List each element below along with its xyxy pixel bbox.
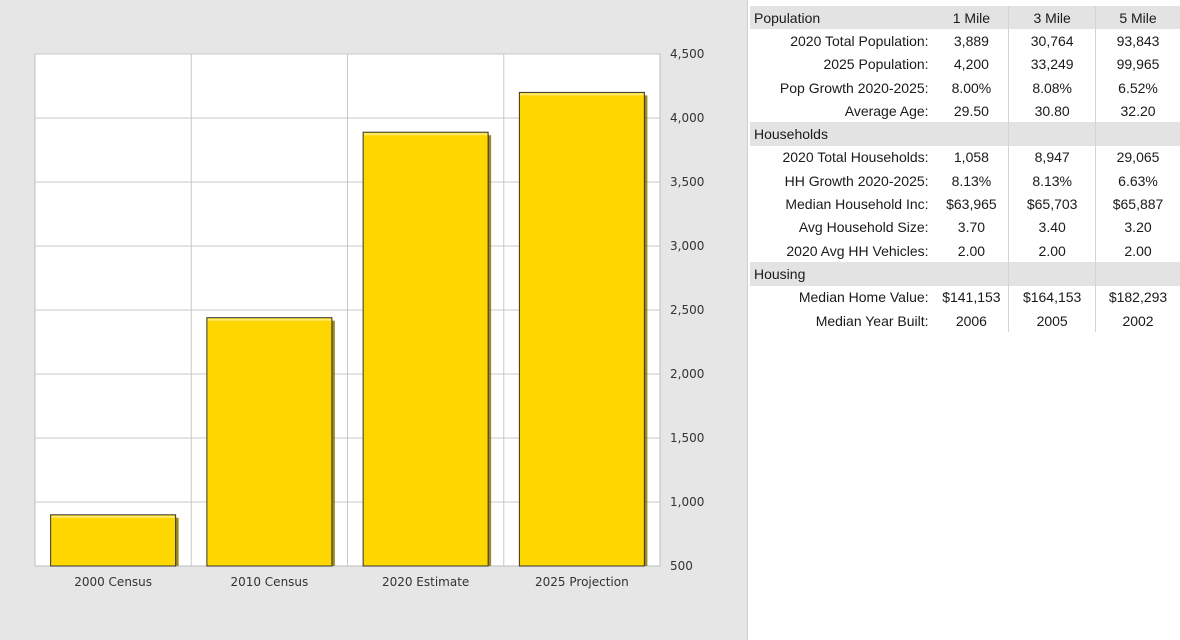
column-header: [1095, 122, 1180, 146]
row-value: 4,200: [953, 56, 989, 73]
section-title: Households: [750, 122, 935, 146]
row-value: 3.20: [1095, 215, 1180, 239]
y-tick-label: 1,000: [670, 495, 704, 509]
bar: [50, 514, 177, 567]
row-value: $65,703: [1008, 192, 1096, 216]
table-row: 2020 Total Households: 1,058 8,947 29,065: [750, 145, 1180, 170]
row-value: 8,947: [1008, 145, 1096, 170]
table-row: 2020 Total Population: 3,889 30,764 93,843: [750, 29, 1180, 53]
column-header: 3 Mile: [1008, 6, 1096, 30]
row-value: 8.00%: [951, 79, 992, 96]
table-row: 2025 Population: 4,200 33,249 99,965: [750, 52, 1180, 76]
row-value: 32.20: [1095, 99, 1180, 123]
row-value: 30.80: [1008, 99, 1096, 123]
row-value: 3.70: [957, 219, 986, 236]
bar-highlight: [520, 93, 644, 96]
section-title: Population: [750, 6, 935, 30]
row-value: 8.08%: [1008, 75, 1096, 100]
y-tick-label: 500: [670, 559, 693, 573]
table-row: Pop Growth 2020-2025: 8.00% 8.08% 6.52%: [750, 75, 1180, 100]
row-label: Pop Growth 2020-2025:: [779, 79, 929, 96]
row-value: 3,889: [953, 32, 989, 49]
row-value: 8.13%: [1008, 169, 1096, 193]
row-value: $141,153: [942, 289, 1001, 306]
row-value: 2006: [955, 312, 987, 329]
row-value: 93,843: [1095, 29, 1180, 53]
bar: [518, 91, 645, 567]
row-value: 8.13%: [951, 172, 992, 189]
row-value: 2.00: [957, 242, 986, 259]
bar-highlight: [51, 515, 175, 518]
y-tick-label: 3,500: [670, 175, 704, 189]
row-value: 1,058: [953, 149, 989, 166]
column-header: 1 Mile: [934, 6, 1009, 30]
x-category-label: 2010 Census: [230, 575, 308, 589]
row-value: 2.00: [1008, 238, 1096, 263]
y-tick-label: 1,500: [670, 431, 704, 445]
row-value: 30,764: [1008, 29, 1096, 53]
row-value: $65,887: [1095, 192, 1180, 216]
table-row: Median Home Value: $141,153 $164,153 $182,2…: [750, 285, 1180, 309]
section-header-population: Population 1 Mile 3 Mile 5 Mile: [750, 6, 1180, 30]
row-value: 2002: [1095, 308, 1180, 333]
row-value: $182,293: [1095, 285, 1180, 309]
column-header: [1008, 122, 1096, 146]
row-value: $164,153: [1008, 285, 1096, 309]
bar: [206, 317, 333, 567]
row-value: 2005: [1008, 308, 1096, 333]
bar: [362, 131, 489, 567]
row-label: Avg Household Size:: [798, 219, 929, 236]
row-value: 29.50: [953, 102, 989, 119]
row-label: Median Year Built:: [815, 312, 929, 329]
row-label: 2020 Avg HH Vehicles:: [786, 242, 929, 259]
table-row: Median Household Inc: $63,965 $65,703 $65,8…: [750, 192, 1180, 216]
row-value: 29,065: [1095, 145, 1180, 170]
x-category-label: 2020 Estimate: [382, 575, 469, 589]
population-bar-chart: 4,500 4,000 3,500 3,000 2,500 2,000 1,500 1,000…: [34, 47, 704, 589]
table-row: Average Age: 29.50 30.80 32.20: [750, 99, 1180, 123]
demographics-table-body: Population 1 Mile 3 Mile 5 Mile 2020 Total P…: [750, 6, 1180, 333]
row-label: Average Age:: [844, 102, 929, 119]
x-category-label: 2025 Projection: [535, 575, 629, 589]
y-tick-label: 2,500: [670, 303, 704, 317]
section-title: Housing: [750, 262, 935, 286]
demographics-table: Population 1 Mile 3 Mile 5 Mile 2020 Total P…: [750, 6, 1180, 333]
y-tick-label: 3,000: [670, 239, 704, 253]
y-tick-label: 2,000: [670, 367, 704, 381]
row-label: Median Home Value:: [798, 289, 929, 306]
section-header-households: Households: [750, 122, 1180, 146]
table-row: 2020 Avg HH Vehicles: 2.00 2.00 2.00: [750, 238, 1180, 263]
column-header: [1008, 262, 1096, 286]
column-header: [1095, 262, 1180, 286]
bar-highlight: [364, 133, 488, 136]
row-value: 99,965: [1095, 52, 1180, 76]
section-header-housing: Housing: [750, 262, 1180, 286]
x-category-label: 2000 Census: [74, 575, 152, 589]
row-value: 3.40: [1008, 215, 1096, 239]
row-value: $63,965: [946, 196, 997, 213]
row-value: 2.00: [1095, 238, 1180, 263]
row-label: Median Household Inc:: [785, 196, 929, 213]
column-header: [934, 262, 1009, 286]
row-label: 2020 Total Population:: [790, 32, 929, 49]
row-value: 6.52%: [1095, 75, 1180, 100]
table-row: Median Year Built: 2006 2005 2002: [750, 308, 1180, 333]
row-value: 6.63%: [1095, 169, 1180, 193]
row-label: HH Growth 2020-2025:: [784, 172, 929, 189]
row-label: 2020 Total Households:: [782, 149, 929, 166]
row-label: 2025 Population:: [823, 56, 929, 73]
row-value: 33,249: [1008, 52, 1096, 76]
bar-highlight: [207, 318, 331, 321]
y-tick-label: 4,500: [670, 47, 704, 61]
table-row: HH Growth 2020-2025: 8.13% 8.13% 6.63%: [750, 169, 1180, 193]
chart-panel: 4,500 4,000 3,500 3,000 2,500 2,000 1,500 1,000…: [0, 0, 748, 640]
table-row: Avg Household Size: 3.70 3.40 3.20: [750, 215, 1180, 239]
y-tick-label: 4,000: [670, 111, 704, 125]
column-header: [934, 122, 1009, 146]
column-header: 5 Mile: [1095, 6, 1180, 30]
